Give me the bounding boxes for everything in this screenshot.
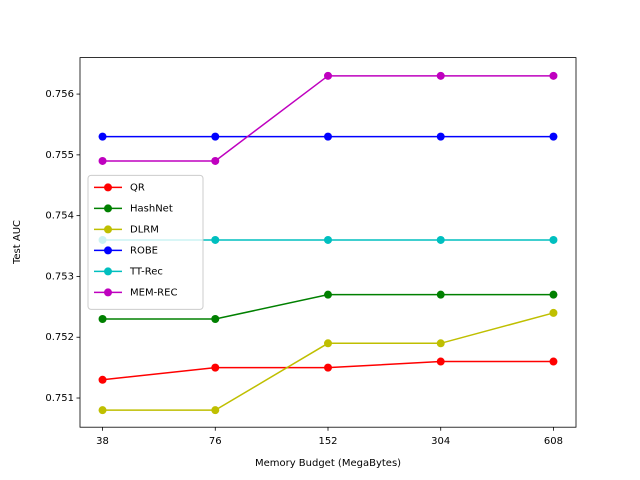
data-point (98, 314, 107, 323)
data-point (549, 235, 558, 244)
data-point (549, 308, 558, 317)
data-point (324, 132, 332, 141)
data-point (436, 339, 445, 348)
data-point (324, 339, 332, 348)
data-point (324, 363, 332, 372)
data-point (98, 375, 107, 384)
data-point (98, 406, 107, 415)
data-point (549, 357, 558, 366)
data-point (549, 290, 558, 299)
data-point (98, 132, 107, 141)
legend-marker (104, 183, 112, 192)
data-point (436, 290, 445, 299)
x-tick-label: 76 (209, 436, 222, 447)
data-point (324, 71, 332, 80)
legend-marker (104, 246, 112, 255)
legend-marker (104, 267, 112, 276)
x-tick-label: 608 (544, 436, 563, 447)
y-tick-label: 0.753 (45, 271, 74, 282)
data-point (436, 71, 445, 80)
y-tick-label: 0.751 (45, 393, 74, 404)
x-tick-label: 304 (431, 436, 450, 447)
legend-marker (104, 288, 112, 297)
data-point (98, 156, 107, 165)
data-point (211, 406, 220, 415)
legend-marker (104, 225, 112, 234)
x-axis-label: Memory Budget (MegaBytes) (255, 458, 401, 469)
y-tick-label: 0.755 (45, 150, 74, 161)
legend: QR HashNet DLRM ROBE TT-Rec MEM-REC (87, 174, 204, 310)
data-point (324, 235, 332, 244)
legend-label: ROBE (130, 245, 158, 256)
y-tick-label: 0.752 (45, 332, 74, 343)
data-point (211, 314, 220, 323)
legend-label: DLRM (130, 224, 159, 235)
data-point (211, 132, 220, 141)
legend-label: TT-Rec (129, 266, 163, 277)
legend-label: QR (130, 182, 145, 193)
x-tick-label: 38 (96, 436, 109, 447)
y-axis-label: Test AUC (12, 220, 23, 265)
legend-label: MEM-REC (130, 287, 177, 298)
data-point (211, 156, 220, 165)
legend-label: HashNet (130, 203, 173, 214)
data-point (436, 357, 445, 366)
data-point (436, 132, 445, 141)
data-point (324, 290, 332, 299)
data-point (211, 363, 220, 372)
data-point (436, 235, 445, 244)
data-point (211, 235, 220, 244)
y-tick-label: 0.754 (45, 211, 74, 222)
data-point (549, 132, 558, 141)
data-point (549, 71, 558, 80)
x-tick-label: 152 (318, 436, 337, 447)
legend-marker (104, 204, 112, 213)
plot-frame (79, 57, 577, 428)
y-tick-label: 0.756 (45, 89, 74, 100)
